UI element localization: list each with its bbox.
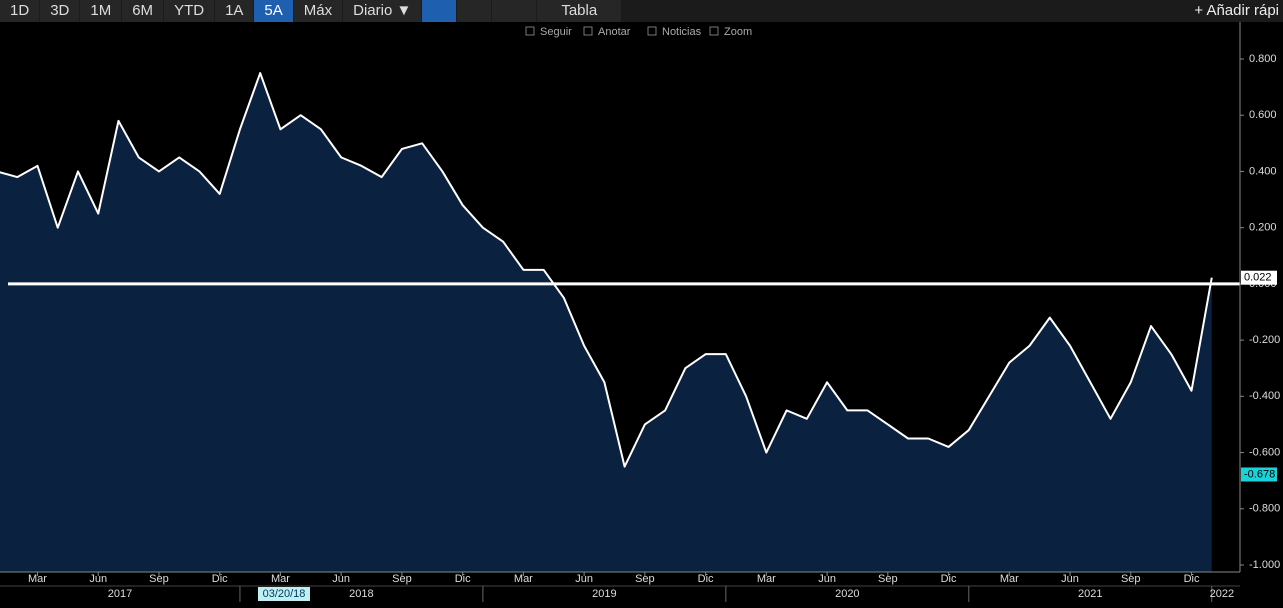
- table-button[interactable]: Tabla: [537, 0, 622, 22]
- line: [0, 72, 1213, 468]
- y-tick-label: -1.000: [1249, 559, 1280, 571]
- range-button[interactable]: 6M: [122, 0, 164, 22]
- x-tick-label: Jun: [332, 573, 350, 585]
- x-tick-label: Jun: [575, 573, 593, 585]
- y-tick-label: 0.800: [1249, 53, 1277, 65]
- year-label: 2021: [1078, 588, 1102, 600]
- year-label: 2019: [592, 588, 616, 600]
- y-tick-label: 0.600: [1249, 109, 1277, 121]
- cursor-date: 03/20/18: [263, 588, 306, 600]
- tool-label: Seguir: [540, 26, 572, 38]
- tool-label: Anotar: [598, 26, 631, 38]
- year-label: 2022: [1210, 588, 1234, 600]
- tool-icon: [709, 26, 719, 36]
- x-tick-label: Jun: [89, 573, 107, 585]
- range-button[interactable]: 5A: [254, 0, 293, 22]
- toolbar: 1D 3D 1M 6M YTD 1A 5A Máx Diario ▼ Tabla + Añad…: [0, 0, 1283, 22]
- add-button[interactable]: + Añadir rápi: [1194, 2, 1279, 19]
- y-tick-label: -0.400: [1249, 390, 1280, 402]
- y-tick-label: -0.200: [1249, 334, 1280, 346]
- tool-label: Noticias: [662, 26, 702, 38]
- x-tick-label: Sep: [149, 573, 169, 585]
- year-label: 2018: [349, 588, 373, 600]
- x-tick-label: Dic: [698, 573, 714, 585]
- y-tick-label: -0.800: [1249, 503, 1280, 515]
- y-tick-label: -0.600: [1249, 446, 1280, 458]
- range-button[interactable]: YTD: [164, 0, 215, 22]
- menu-icon[interactable]: [492, 0, 537, 22]
- value-tag-label: 0.022: [1244, 272, 1272, 284]
- value-tag-label: -0.678: [1244, 468, 1275, 480]
- range-button[interactable]: 1D: [0, 0, 40, 22]
- range-button[interactable]: 3D: [40, 0, 80, 22]
- x-tick-label: Mar: [271, 573, 290, 585]
- range-buttons: 1D 3D 1M 6M YTD 1A 5A Máx: [0, 0, 343, 22]
- area: [0, 73, 1212, 572]
- x-tick-label: Sep: [1121, 573, 1141, 585]
- line-icon[interactable]: [422, 0, 457, 22]
- x-tick-label: Mar: [1000, 573, 1019, 585]
- tool-icon: [525, 26, 535, 36]
- x-tick-label: Dic: [455, 573, 471, 585]
- candle-icon[interactable]: [457, 0, 492, 22]
- tool-icon: [583, 26, 593, 36]
- x-tick-label: Sep: [878, 573, 898, 585]
- y-tick-label: 0.400: [1249, 165, 1277, 177]
- y-tick-label: 0.200: [1249, 222, 1277, 234]
- x-tick-label: Mar: [757, 573, 776, 585]
- tool-icon: [647, 26, 657, 36]
- x-tick-label: Dic: [212, 573, 228, 585]
- x-tick-label: Sep: [635, 573, 655, 585]
- x-axis-band: [0, 572, 1240, 608]
- x-tick-label: Dic: [1184, 573, 1200, 585]
- cursor-date-box: [258, 587, 310, 601]
- year-label: 2017: [108, 588, 132, 600]
- x-tick-label: Jun: [1061, 573, 1079, 585]
- x-tick-label: Mar: [514, 573, 533, 585]
- range-button[interactable]: 1M: [80, 0, 122, 22]
- x-tick-label: Jun: [818, 573, 836, 585]
- x-tick-label: Sep: [392, 573, 412, 585]
- value-tag: [1241, 270, 1277, 285]
- value-tag: [1241, 467, 1277, 482]
- x-tick-label: Mar: [28, 573, 47, 585]
- year-label: 2020: [835, 588, 859, 600]
- range-button[interactable]: 1A: [215, 0, 254, 22]
- x-tick-label: Dic: [941, 573, 957, 585]
- tool-label: Zoom: [724, 26, 752, 38]
- range-button[interactable]: Máx: [293, 0, 343, 22]
- frequency-button[interactable]: Diario ▼: [343, 0, 422, 22]
